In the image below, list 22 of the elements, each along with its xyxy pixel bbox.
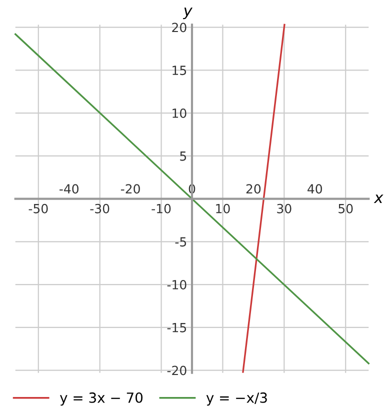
x-axis-title: x: [374, 194, 384, 204]
y-tick-label: -20: [167, 366, 186, 376]
x-tick-label: 50: [338, 204, 353, 214]
x2-tick-label: -20: [120, 184, 140, 194]
x-tick-label: -30: [90, 204, 110, 214]
x-tick-label: 30: [277, 204, 292, 214]
x2-tick-label: 40: [308, 184, 322, 194]
y-tick-label: 20: [172, 22, 186, 32]
y-tick-label: -5: [175, 237, 186, 247]
x-tick-label: -10: [152, 204, 171, 214]
legend-label: y = −x/3: [206, 392, 267, 406]
y-tick-label: -10: [167, 280, 186, 290]
y-tick-label: -15: [167, 323, 186, 332]
legend-label: y = 3x − 70: [60, 392, 143, 406]
x2-tick-label: -40: [60, 184, 78, 194]
y-tick-label: 15: [172, 66, 186, 76]
y-tick-label: 10: [172, 108, 186, 118]
x-tick-label: -50: [28, 204, 48, 214]
x2-tick-label: 20: [246, 184, 261, 194]
x-tick-label: 10: [216, 204, 230, 214]
y-tick-label: 5: [180, 152, 186, 161]
y-axis-title: y: [182, 8, 193, 20]
